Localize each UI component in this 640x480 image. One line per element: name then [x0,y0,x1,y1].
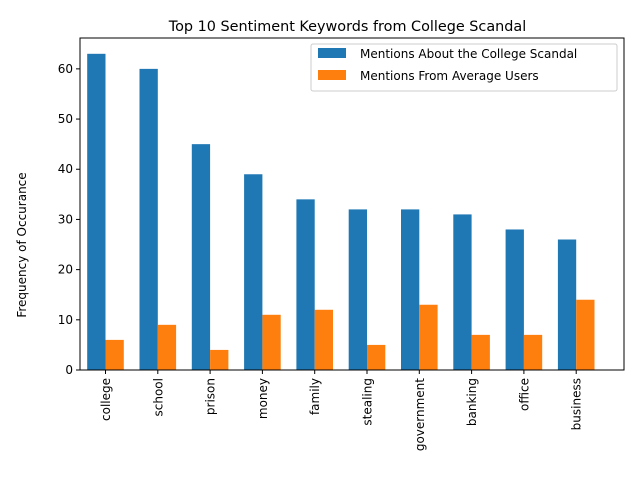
bar-average-stealing [367,344,386,370]
x-tick-label-school: school [151,378,165,416]
x-tick-label-stealing: stealing [361,378,375,426]
y-tick-label: 30 [58,212,73,226]
y-tick-label: 40 [58,162,73,176]
legend-swatch-scandal [318,48,346,58]
bar-scandal-government [401,209,420,370]
bar-scandal-school [139,68,158,371]
bar-average-school [157,324,177,370]
bar-average-office [523,334,543,370]
legend-label-scandal: Mentions About the College Scandal [360,47,577,61]
x-tick-label-money: money [256,378,270,419]
legend-swatch-average [318,70,346,80]
y-axis-label: Frequency of Occurance [15,172,29,317]
x-ticks: college school prison money family stealing go… [99,370,584,451]
bar-scandal-prison [191,144,211,370]
bar-average-banking [471,334,490,370]
legend: Mentions About the College Scandal Menti… [310,43,618,92]
y-tick-label: 20 [58,263,73,277]
bar-average-business [576,299,595,370]
y-tick-label: 60 [58,62,73,76]
x-tick-label-banking: banking [465,378,479,426]
legend-box [310,43,618,92]
bar-scandal-banking [453,214,472,370]
legend-label-average: Mentions From Average Users [360,69,539,83]
bar-scandal-family [296,199,315,370]
bar-average-money [262,314,281,370]
bar-scandal-business [557,239,577,370]
x-tick-label-college: college [99,378,113,421]
chart-title: Top 10 Sentiment Keywords from College S… [168,19,527,35]
bars-layer [87,53,595,371]
bar-average-prison [210,349,229,370]
x-tick-label-family: family [308,378,322,415]
bar-scandal-college [87,53,106,371]
y-tick-label: 10 [58,313,73,327]
x-tick-label-government: government [413,378,427,451]
plot-frame [79,37,625,371]
x-tick-label-business: business [570,378,584,430]
x-tick-label-office: office [517,378,531,411]
y-tick-label: 0 [65,363,73,377]
bar-average-government [419,304,438,370]
bar-scandal-money [244,174,263,370]
bar-scandal-office [505,229,524,370]
y-ticks: 0 10 20 30 40 50 60 [58,62,80,377]
bar-average-college [105,339,124,370]
bar-average-family [314,309,333,370]
y-tick-label: 50 [58,112,73,126]
x-tick-label-prison: prison [204,378,218,415]
bar-scandal-stealing [348,209,367,370]
